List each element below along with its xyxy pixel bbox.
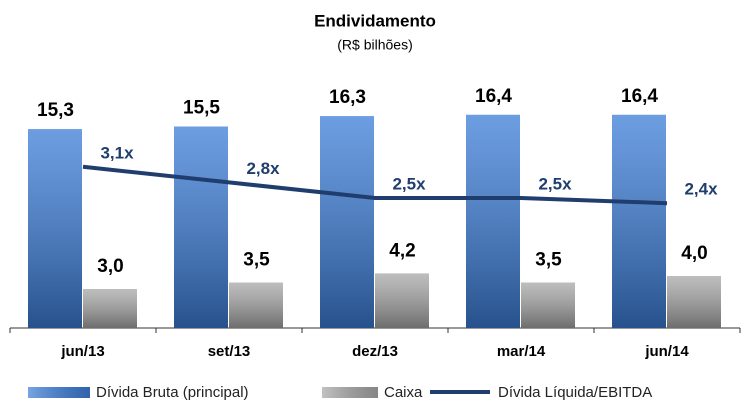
bar bbox=[521, 282, 575, 328]
data-label: 4,2 bbox=[389, 240, 415, 261]
legend-label: Dívida Bruta (principal) bbox=[96, 384, 249, 401]
x-tick-label: jun/13 bbox=[60, 343, 104, 360]
data-label: 16,4 bbox=[475, 86, 512, 107]
bar bbox=[466, 114, 520, 328]
line-label: 2,4x bbox=[684, 180, 718, 199]
chart-title: Endividamento bbox=[314, 11, 436, 30]
x-tick-label: dez/13 bbox=[352, 343, 398, 360]
bar bbox=[375, 273, 429, 328]
bar bbox=[667, 276, 721, 328]
line-label: 2,5x bbox=[392, 174, 426, 193]
data-label: 15,3 bbox=[37, 100, 74, 121]
line-label: 2,5x bbox=[538, 174, 572, 193]
data-label: 4,0 bbox=[681, 243, 707, 264]
line bbox=[82, 164, 668, 206]
data-label: 15,5 bbox=[183, 98, 220, 119]
bar bbox=[83, 289, 137, 328]
bar bbox=[174, 126, 228, 328]
bar bbox=[612, 114, 666, 328]
data-label: 3,5 bbox=[243, 250, 270, 271]
legend-swatch-shade bbox=[28, 387, 90, 398]
legend-label: Caixa bbox=[384, 384, 423, 401]
data-label: 3,0 bbox=[97, 256, 123, 277]
legend-label: Dívida Líquida/EBITDA bbox=[498, 384, 652, 401]
data-label: 3,5 bbox=[535, 250, 562, 271]
x-tick-label: set/13 bbox=[208, 343, 251, 360]
bar bbox=[28, 129, 82, 328]
x-tick-label: mar/14 bbox=[497, 343, 546, 360]
bar bbox=[320, 116, 374, 328]
bar bbox=[229, 282, 283, 328]
line-label: 2,8x bbox=[246, 159, 280, 178]
x-tick-label: jun/14 bbox=[644, 343, 689, 360]
data-label: 16,4 bbox=[621, 86, 658, 107]
line-label: 3,1x bbox=[100, 143, 134, 162]
chart-subtitle: (R$ bilhões) bbox=[337, 37, 412, 53]
data-label: 16,3 bbox=[329, 87, 366, 108]
legend-swatch-shade bbox=[322, 387, 378, 398]
